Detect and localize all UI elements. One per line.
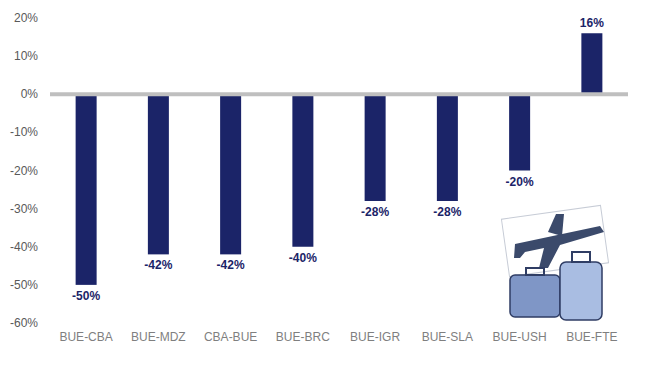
data-label: -42% <box>144 258 172 272</box>
y-tick-label: -60% <box>10 316 38 330</box>
data-label: -28% <box>433 205 461 219</box>
bar <box>220 94 241 254</box>
bar <box>437 94 458 201</box>
y-tick-label: -30% <box>10 202 38 216</box>
x-tick-label: BUE-FTE <box>566 330 617 344</box>
x-tick-label: BUE-BRC <box>276 330 330 344</box>
y-tick-label: -50% <box>10 278 38 292</box>
data-label: -20% <box>506 175 534 189</box>
data-label: -40% <box>289 251 317 265</box>
x-tick-label: BUE-IGR <box>350 330 400 344</box>
data-label: -28% <box>361 205 389 219</box>
icon-plane-wing <box>548 214 564 236</box>
y-tick-label: -10% <box>10 125 38 139</box>
bar <box>509 94 530 170</box>
data-label: -50% <box>72 289 100 303</box>
x-tick-label: BUE-CBA <box>59 330 112 344</box>
data-label: 16% <box>580 16 604 30</box>
icon-handle <box>572 252 590 262</box>
y-tick-label: 0% <box>21 87 39 101</box>
travel-icon <box>501 205 608 320</box>
bar <box>365 94 386 201</box>
bar <box>76 94 97 285</box>
x-tick-label: BUE-SLA <box>422 330 473 344</box>
x-tick-label: CBA-BUE <box>204 330 257 344</box>
icon-suitcase <box>560 262 602 320</box>
y-tick-label: 10% <box>14 49 38 63</box>
data-label: -42% <box>217 258 245 272</box>
bar <box>581 33 602 94</box>
y-tick-label: -40% <box>10 240 38 254</box>
y-tick-label: 20% <box>14 11 38 25</box>
icon-suitcase <box>510 275 560 317</box>
chart: -60% -50% -40% -30% -20% -10% 0% 10% 20% -50% -42%… <box>0 0 647 368</box>
zero-line <box>50 92 628 96</box>
bar <box>292 94 313 247</box>
x-tick-label: BUE-USH <box>493 330 547 344</box>
y-tick-label: -20% <box>10 164 38 178</box>
x-tick-label: BUE-MDZ <box>131 330 186 344</box>
bar <box>148 94 169 254</box>
icon-handle <box>526 268 544 275</box>
